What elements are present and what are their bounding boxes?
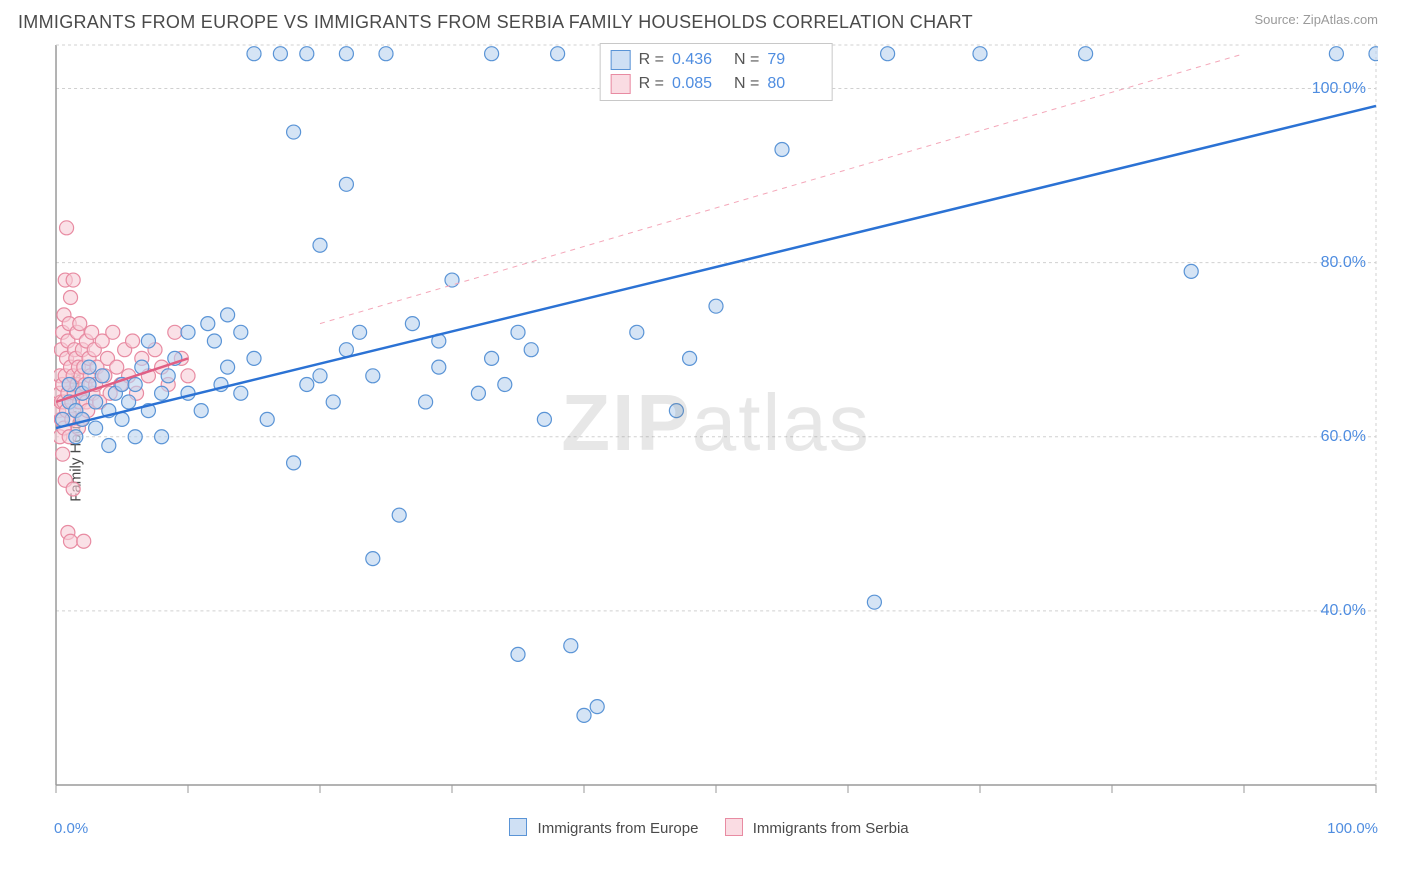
y-tick-label: 60.0%: [1321, 428, 1366, 446]
chart-title: IMMIGRANTS FROM EUROPE VS IMMIGRANTS FRO…: [18, 12, 973, 33]
n-label: N =: [734, 75, 759, 93]
y-tick-label: 100.0%: [1312, 80, 1366, 98]
legend-swatch-europe: [509, 818, 527, 836]
legend-swatch-serbia: [725, 818, 743, 836]
scatter-plot: [54, 43, 1378, 803]
series-legend: Immigrants from Europe Immigrants from S…: [18, 818, 1378, 837]
plot-area: ZIPatlas R = 0.436 N = 79 R = 0.085 N = …: [54, 43, 1378, 803]
n-label: N =: [734, 51, 759, 69]
y-tick-label: 80.0%: [1321, 254, 1366, 272]
r-label: R =: [639, 51, 664, 69]
n-value: 80: [767, 75, 821, 93]
legend-row: R = 0.085 N = 80: [611, 72, 822, 96]
legend-label-europe: Immigrants from Europe: [538, 820, 699, 837]
n-value: 79: [767, 51, 821, 69]
r-label: R =: [639, 75, 664, 93]
legend-label-serbia: Immigrants from Serbia: [753, 820, 909, 837]
r-value: 0.085: [672, 75, 726, 93]
legend-swatch: [611, 50, 631, 70]
legend-row: R = 0.436 N = 79: [611, 48, 822, 72]
y-tick-label: 40.0%: [1321, 602, 1366, 620]
chart-container: Family Households ZIPatlas R = 0.436 N =…: [18, 43, 1378, 833]
legend-swatch: [611, 74, 631, 94]
r-value: 0.436: [672, 51, 726, 69]
source-label: Source: ZipAtlas.com: [1254, 12, 1378, 27]
correlation-legend: R = 0.436 N = 79 R = 0.085 N = 80: [600, 43, 833, 101]
